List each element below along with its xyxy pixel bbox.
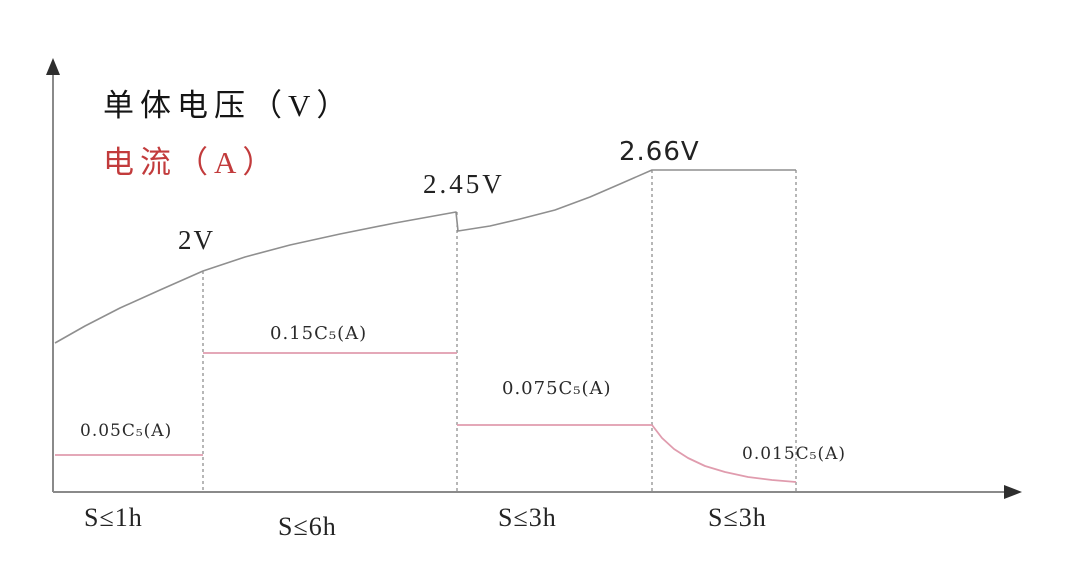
chart-title-current: 电流（A） <box>103 145 280 180</box>
x-axis-arrow <box>1004 485 1022 499</box>
x-axis-label-stage-3: S≤3h <box>498 503 557 532</box>
x-axis-label-stage-1: S≤1h <box>84 503 143 532</box>
chart-title-voltage: 单体电压（V） <box>103 88 354 123</box>
current-label-stage-2: 0.15C₅(A) <box>270 323 368 344</box>
x-axis-label-stage-2: S≤6h <box>278 512 337 541</box>
current-label-stage-1: 0.05C₅(A) <box>80 421 173 441</box>
x-axis-label-stage-4: S≤3h <box>708 503 767 532</box>
current-curve-segment-4 <box>651 424 797 483</box>
voltage-annotation-2-66v: 2.66V <box>619 137 700 167</box>
voltage-annotation-2-45v: 2.45V <box>423 169 505 199</box>
current-label-stage-4: 0.015C₅(A) <box>742 444 847 464</box>
voltage-curve <box>54 169 796 344</box>
y-axis-arrow <box>46 58 60 75</box>
voltage-annotation-2v: 2V <box>178 225 215 255</box>
current-label-stage-3: 0.075C₅(A) <box>502 378 612 399</box>
